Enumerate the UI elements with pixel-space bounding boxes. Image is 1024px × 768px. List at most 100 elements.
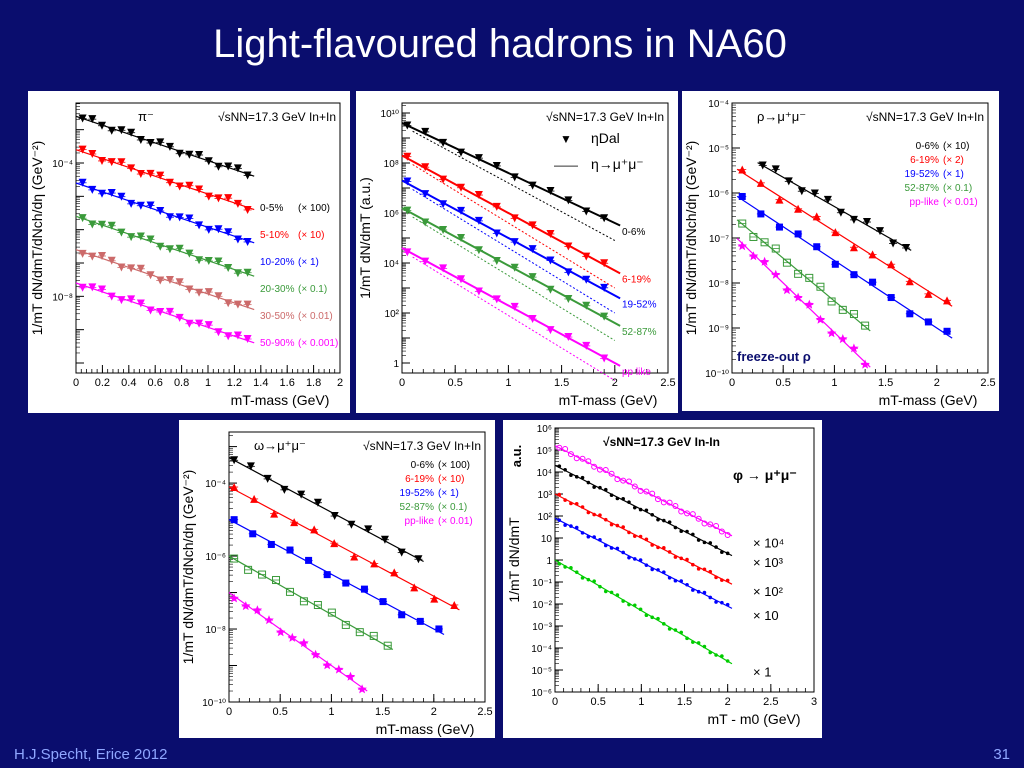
series-name: 6-19% (622, 275, 651, 286)
y-tick-label: 10⁸ (384, 159, 399, 170)
series-2 (402, 178, 620, 313)
data-point (697, 590, 701, 594)
data-point (604, 544, 608, 548)
series-name: 52-87% (905, 183, 940, 194)
data-point (610, 546, 614, 550)
data-point (231, 516, 238, 523)
data-point (633, 506, 637, 510)
data-point (627, 603, 631, 607)
x-tick-label: 0.6 (148, 377, 163, 389)
data-point (616, 593, 620, 597)
y-tick-label: 10² (385, 309, 400, 320)
data-point (691, 563, 695, 567)
data-point (679, 529, 683, 533)
omega-spectra-chart: 00.511.522.510⁻¹⁰10⁻⁸10⁻⁶10⁻⁴mT-mass (Ge… (179, 420, 495, 738)
data-point (703, 591, 707, 595)
data-point (569, 502, 573, 506)
series-2 (555, 493, 732, 584)
x-tick-label: 2 (431, 706, 437, 718)
data-point (827, 328, 837, 337)
fit-line (555, 560, 732, 664)
legend-label: ηDal (591, 130, 620, 146)
series-1 (76, 146, 254, 214)
data-point (708, 541, 712, 545)
y-tick-label: 10⁻⁹ (708, 324, 729, 335)
y-tick-label: 10⁴ (537, 468, 552, 479)
eta-spectra-panel: 00.511.522.5110²10⁴10⁶10⁸10¹⁰mT-mass (Ge… (356, 91, 678, 413)
series-factor: (× 100) (438, 460, 470, 471)
fit-line (737, 196, 952, 338)
data-point (650, 513, 654, 517)
data-point (569, 524, 573, 528)
legend-symbol: ▼ (560, 132, 572, 146)
x-tick-label: 1.8 (306, 377, 321, 389)
series-1 (555, 464, 732, 555)
data-point (795, 230, 802, 237)
data-point (674, 526, 678, 530)
data-point (703, 567, 707, 571)
data-point (604, 518, 608, 522)
data-point (869, 279, 876, 286)
y-tick-label: 10⁴ (384, 259, 399, 270)
data-point (639, 608, 643, 612)
x-tick-label: 2 (612, 377, 618, 389)
energy-label: √sNN=17.3 GeV In+In (363, 439, 481, 453)
data-point (380, 598, 387, 605)
data-point (645, 613, 649, 617)
x-tick-label: 1.4 (253, 377, 268, 389)
series-4 (76, 250, 254, 310)
data-point (645, 538, 649, 542)
y-tick-label: 10³ (538, 490, 553, 501)
data-point (703, 645, 707, 649)
data-point (276, 627, 286, 636)
series-3 (229, 555, 393, 649)
particle-label: ρ→μ⁺μ⁻ (757, 109, 806, 124)
data-point (691, 588, 695, 592)
data-point (813, 243, 820, 250)
data-point (639, 558, 643, 562)
energy-label: √sNN=17.3 GeV In+In (866, 110, 984, 124)
data-point (575, 475, 579, 479)
series-name: 20-30% (260, 284, 295, 295)
data-point (645, 563, 649, 567)
x-axis-label: mT-mass (GeV) (231, 392, 330, 408)
series-4 (229, 593, 367, 694)
data-point (621, 497, 625, 501)
data-point (738, 241, 748, 250)
data-point (587, 578, 591, 582)
x-tick-label: 1.6 (280, 377, 295, 389)
data-point (708, 570, 712, 574)
series-2 (76, 179, 254, 246)
data-point (906, 310, 913, 317)
data-point (685, 637, 689, 641)
y-tick-label: 10⁶ (537, 424, 552, 435)
data-point (850, 271, 857, 278)
series-factor: (× 0.01) (438, 516, 473, 527)
x-tick-label: 0 (729, 377, 735, 389)
series-factor: (× 10) (298, 230, 324, 241)
y-tick-label: 10⁵ (537, 446, 552, 457)
x-tick-label: 0 (399, 377, 405, 389)
data-point (633, 557, 637, 561)
data-point (581, 476, 585, 480)
data-point (604, 590, 608, 594)
y-tick-label: 10⁻⁴ (205, 479, 226, 490)
y-tick-label: 10⁻¹ (532, 578, 552, 589)
series-factor: (× 100) (298, 203, 330, 214)
y-tick-label: 10⁶ (384, 209, 399, 220)
data-point (229, 593, 239, 602)
data-point (616, 547, 620, 551)
series-name: 0-6% (411, 460, 434, 471)
data-point (650, 543, 654, 547)
data-point (832, 261, 839, 268)
series-name: pp-like (405, 516, 435, 527)
data-point (249, 530, 256, 537)
series-5 (76, 283, 254, 343)
pion-spectra-panel: 00.20.40.60.811.21.41.61.8210⁻⁴10⁻⁸mT-ma… (28, 91, 350, 413)
data-point (720, 550, 724, 554)
fit-line (758, 163, 912, 251)
data-point (656, 518, 660, 522)
x-tick-label: 2 (934, 377, 940, 389)
data-point (776, 224, 783, 231)
x-tick-label: 0.4 (121, 377, 136, 389)
